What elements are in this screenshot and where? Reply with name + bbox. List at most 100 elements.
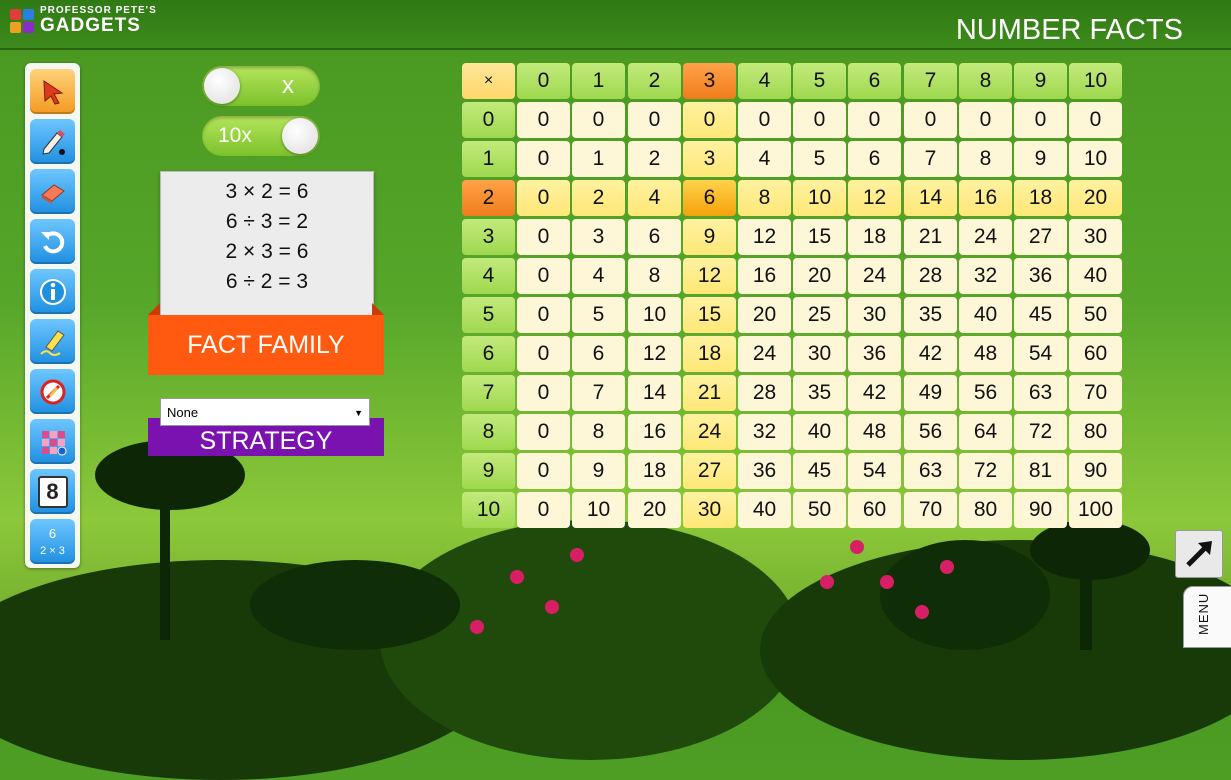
table-cell[interactable]: 49: [904, 375, 957, 411]
table-cell[interactable]: 16: [738, 258, 791, 294]
table-cell[interactable]: 2: [628, 141, 681, 177]
table-cell[interactable]: 0: [738, 102, 791, 138]
table-cell[interactable]: 20: [738, 297, 791, 333]
table-cell[interactable]: 42: [848, 375, 901, 411]
fact-family-button[interactable]: FACT FAMILY: [148, 303, 384, 375]
operation-toggle-knob[interactable]: [204, 68, 240, 104]
table-cell[interactable]: 8: [738, 180, 791, 216]
table-cell[interactable]: 16: [959, 180, 1012, 216]
table-cell[interactable]: 0: [793, 102, 846, 138]
table-cell[interactable]: 30: [848, 297, 901, 333]
table-cell[interactable]: 24: [959, 219, 1012, 255]
row-header[interactable]: 1: [462, 141, 515, 177]
table-cell[interactable]: 0: [628, 102, 681, 138]
table-cell[interactable]: 36: [1014, 258, 1067, 294]
table-cell[interactable]: 0: [1014, 102, 1067, 138]
table-cell[interactable]: 20: [628, 492, 681, 528]
table-cell[interactable]: 10: [793, 180, 846, 216]
ten-x-toggle-knob[interactable]: [282, 118, 318, 154]
color-grid-tool-button[interactable]: [30, 419, 75, 464]
table-cell[interactable]: 0: [517, 258, 570, 294]
table-cell[interactable]: 63: [904, 453, 957, 489]
table-cell[interactable]: 0: [517, 180, 570, 216]
pointer-tool-button[interactable]: [30, 69, 75, 114]
table-cell[interactable]: 0: [904, 102, 957, 138]
table-cell[interactable]: 14: [628, 375, 681, 411]
table-cell[interactable]: 70: [904, 492, 957, 528]
table-cell[interactable]: 4: [628, 180, 681, 216]
table-cell[interactable]: 0: [517, 453, 570, 489]
table-cell[interactable]: 24: [848, 258, 901, 294]
table-cell[interactable]: 30: [683, 492, 736, 528]
row-header[interactable]: 3: [462, 219, 515, 255]
table-cell[interactable]: 20: [1069, 180, 1122, 216]
table-cell[interactable]: 12: [628, 336, 681, 372]
column-header[interactable]: 8: [959, 63, 1012, 99]
table-cell[interactable]: 63: [1014, 375, 1067, 411]
table-cell[interactable]: 9: [572, 453, 625, 489]
table-cell[interactable]: 6: [628, 219, 681, 255]
column-header[interactable]: 7: [904, 63, 957, 99]
column-header[interactable]: 5: [793, 63, 846, 99]
table-cell[interactable]: 21: [904, 219, 957, 255]
table-cell[interactable]: 56: [959, 375, 1012, 411]
table-cell[interactable]: 24: [738, 336, 791, 372]
row-header[interactable]: 10: [462, 492, 515, 528]
column-header[interactable]: 1: [572, 63, 625, 99]
expand-button[interactable]: [1175, 530, 1223, 578]
pen-tool-button[interactable]: [30, 119, 75, 164]
table-cell[interactable]: 0: [848, 102, 901, 138]
column-header[interactable]: 4: [738, 63, 791, 99]
eraser-tool-button[interactable]: [30, 169, 75, 214]
table-cell[interactable]: 18: [628, 453, 681, 489]
table-cell[interactable]: 36: [738, 453, 791, 489]
table-cell[interactable]: 35: [793, 375, 846, 411]
table-cell[interactable]: 18: [683, 336, 736, 372]
table-cell[interactable]: 14: [904, 180, 957, 216]
table-cell[interactable]: 20: [793, 258, 846, 294]
column-header[interactable]: 10: [1069, 63, 1122, 99]
table-cell[interactable]: 80: [1069, 414, 1122, 450]
column-header[interactable]: 6: [848, 63, 901, 99]
table-cell[interactable]: 6: [848, 141, 901, 177]
table-cell[interactable]: 4: [738, 141, 791, 177]
table-cell[interactable]: 60: [1069, 336, 1122, 372]
table-cell[interactable]: 60: [848, 492, 901, 528]
table-cell[interactable]: 54: [848, 453, 901, 489]
table-cell[interactable]: 80: [959, 492, 1012, 528]
table-cell[interactable]: 10: [628, 297, 681, 333]
row-header[interactable]: 0: [462, 102, 515, 138]
table-cell[interactable]: 28: [904, 258, 957, 294]
table-cell[interactable]: 12: [683, 258, 736, 294]
table-cell[interactable]: 7: [904, 141, 957, 177]
table-cell[interactable]: 72: [1014, 414, 1067, 450]
table-cell[interactable]: 0: [517, 141, 570, 177]
row-header[interactable]: 8: [462, 414, 515, 450]
table-cell[interactable]: 45: [793, 453, 846, 489]
table-cell[interactable]: 48: [848, 414, 901, 450]
table-cell[interactable]: 8: [959, 141, 1012, 177]
table-cell[interactable]: 42: [904, 336, 957, 372]
table-cell[interactable]: 9: [1014, 141, 1067, 177]
table-cell[interactable]: 32: [959, 258, 1012, 294]
table-cell[interactable]: 35: [904, 297, 957, 333]
column-header[interactable]: 3: [683, 63, 736, 99]
table-cell[interactable]: 0: [517, 414, 570, 450]
table-cell[interactable]: 0: [517, 102, 570, 138]
table-cell[interactable]: 0: [517, 219, 570, 255]
table-cell[interactable]: 5: [572, 297, 625, 333]
column-header[interactable]: 2: [628, 63, 681, 99]
table-cell[interactable]: 30: [1069, 219, 1122, 255]
table-cell[interactable]: 45: [1014, 297, 1067, 333]
table-cell[interactable]: 0: [517, 375, 570, 411]
table-cell[interactable]: 1: [572, 141, 625, 177]
table-cell[interactable]: 10: [1069, 141, 1122, 177]
table-cell[interactable]: 9: [683, 219, 736, 255]
menu-tab[interactable]: MENU: [1183, 586, 1231, 648]
table-cell[interactable]: 100: [1069, 492, 1122, 528]
table-cell[interactable]: 0: [572, 102, 625, 138]
table-cell[interactable]: 0: [517, 336, 570, 372]
table-cell[interactable]: 90: [1069, 453, 1122, 489]
operation-toggle[interactable]: x: [202, 66, 320, 106]
table-cell[interactable]: 5: [793, 141, 846, 177]
